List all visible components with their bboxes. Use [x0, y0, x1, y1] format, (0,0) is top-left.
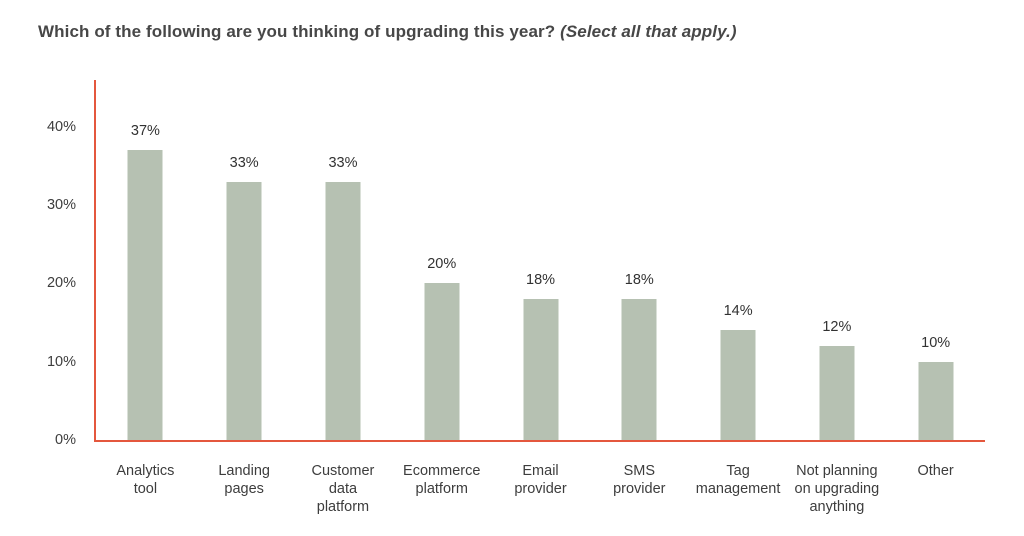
bar: [424, 283, 460, 440]
bar-slot: 12% Not planning on upgrading anything: [787, 80, 886, 515]
x-axis-category-label: Email provider: [514, 463, 567, 497]
chart-title-main: Which of the following are you thinking …: [38, 22, 556, 41]
bar-value-label: 10%: [921, 334, 951, 351]
bar-value-label: 33%: [229, 154, 259, 171]
bars-container: 37% Analytics tool 33% Landing pages 33% Cust…: [96, 80, 985, 515]
bar: [819, 346, 855, 440]
x-axis-category-label: Ecommerce platform: [403, 463, 481, 497]
bar-slot: 20% Ecommerce platform: [392, 80, 491, 497]
bar-value-label: 12%: [822, 319, 852, 336]
bar: [226, 181, 262, 440]
bar-value-label: 20%: [427, 256, 457, 273]
bar-slot: 33% Landing pages: [195, 80, 294, 497]
y-axis-tick-label: 10%: [46, 353, 76, 370]
bar-value-label: 18%: [624, 272, 654, 289]
bar-slot: 18% Email provider: [491, 80, 590, 497]
x-axis-category-label: Other: [917, 463, 954, 479]
bar-value-label: 14%: [723, 303, 753, 320]
x-axis-category-label: Analytics tool: [116, 463, 175, 497]
y-axis-tick-label: 30%: [46, 197, 76, 214]
x-axis-category-label: Customer data platform: [311, 463, 375, 515]
bar: [127, 150, 163, 440]
bar-value-label: 37%: [130, 123, 160, 140]
bar: [720, 330, 756, 440]
bar-slot: 37% Analytics tool: [96, 80, 195, 497]
bar: [918, 361, 954, 440]
bar-slot: 14% Tag management: [689, 80, 788, 497]
chart-title-note: (Select all that apply.): [560, 22, 737, 41]
bar-slot: 33% Customer data platform: [294, 80, 393, 515]
x-axis-category-label: Landing pages: [218, 463, 270, 497]
bar-value-label: 33%: [328, 154, 358, 171]
plot-area: 0% 10% 20% 30% 40% 37% Analytics tool 33% Landi…: [47, 80, 985, 515]
x-axis-category-label: SMS provider: [613, 463, 666, 497]
x-axis-category-label: Not planning on upgrading anything: [794, 463, 880, 515]
y-axis-tick-label: 20%: [46, 275, 76, 292]
y-axis-line: [94, 80, 96, 442]
bar: [325, 181, 361, 440]
bar-value-label: 18%: [526, 272, 556, 289]
y-axis-tick-label: 0%: [55, 432, 76, 448]
x-axis-line: [94, 440, 985, 442]
bar-slot: 10% Other: [886, 80, 985, 479]
x-axis-category-label: Tag management: [695, 463, 781, 497]
chart-title: Which of the following are you thinking …: [38, 22, 737, 42]
y-axis: 0% 10% 20% 30% 40%: [16, 80, 76, 448]
bar-slot: 18% SMS provider: [590, 80, 689, 497]
y-axis-tick-label: 40%: [46, 118, 76, 135]
bar: [621, 299, 657, 440]
bar: [523, 299, 559, 440]
